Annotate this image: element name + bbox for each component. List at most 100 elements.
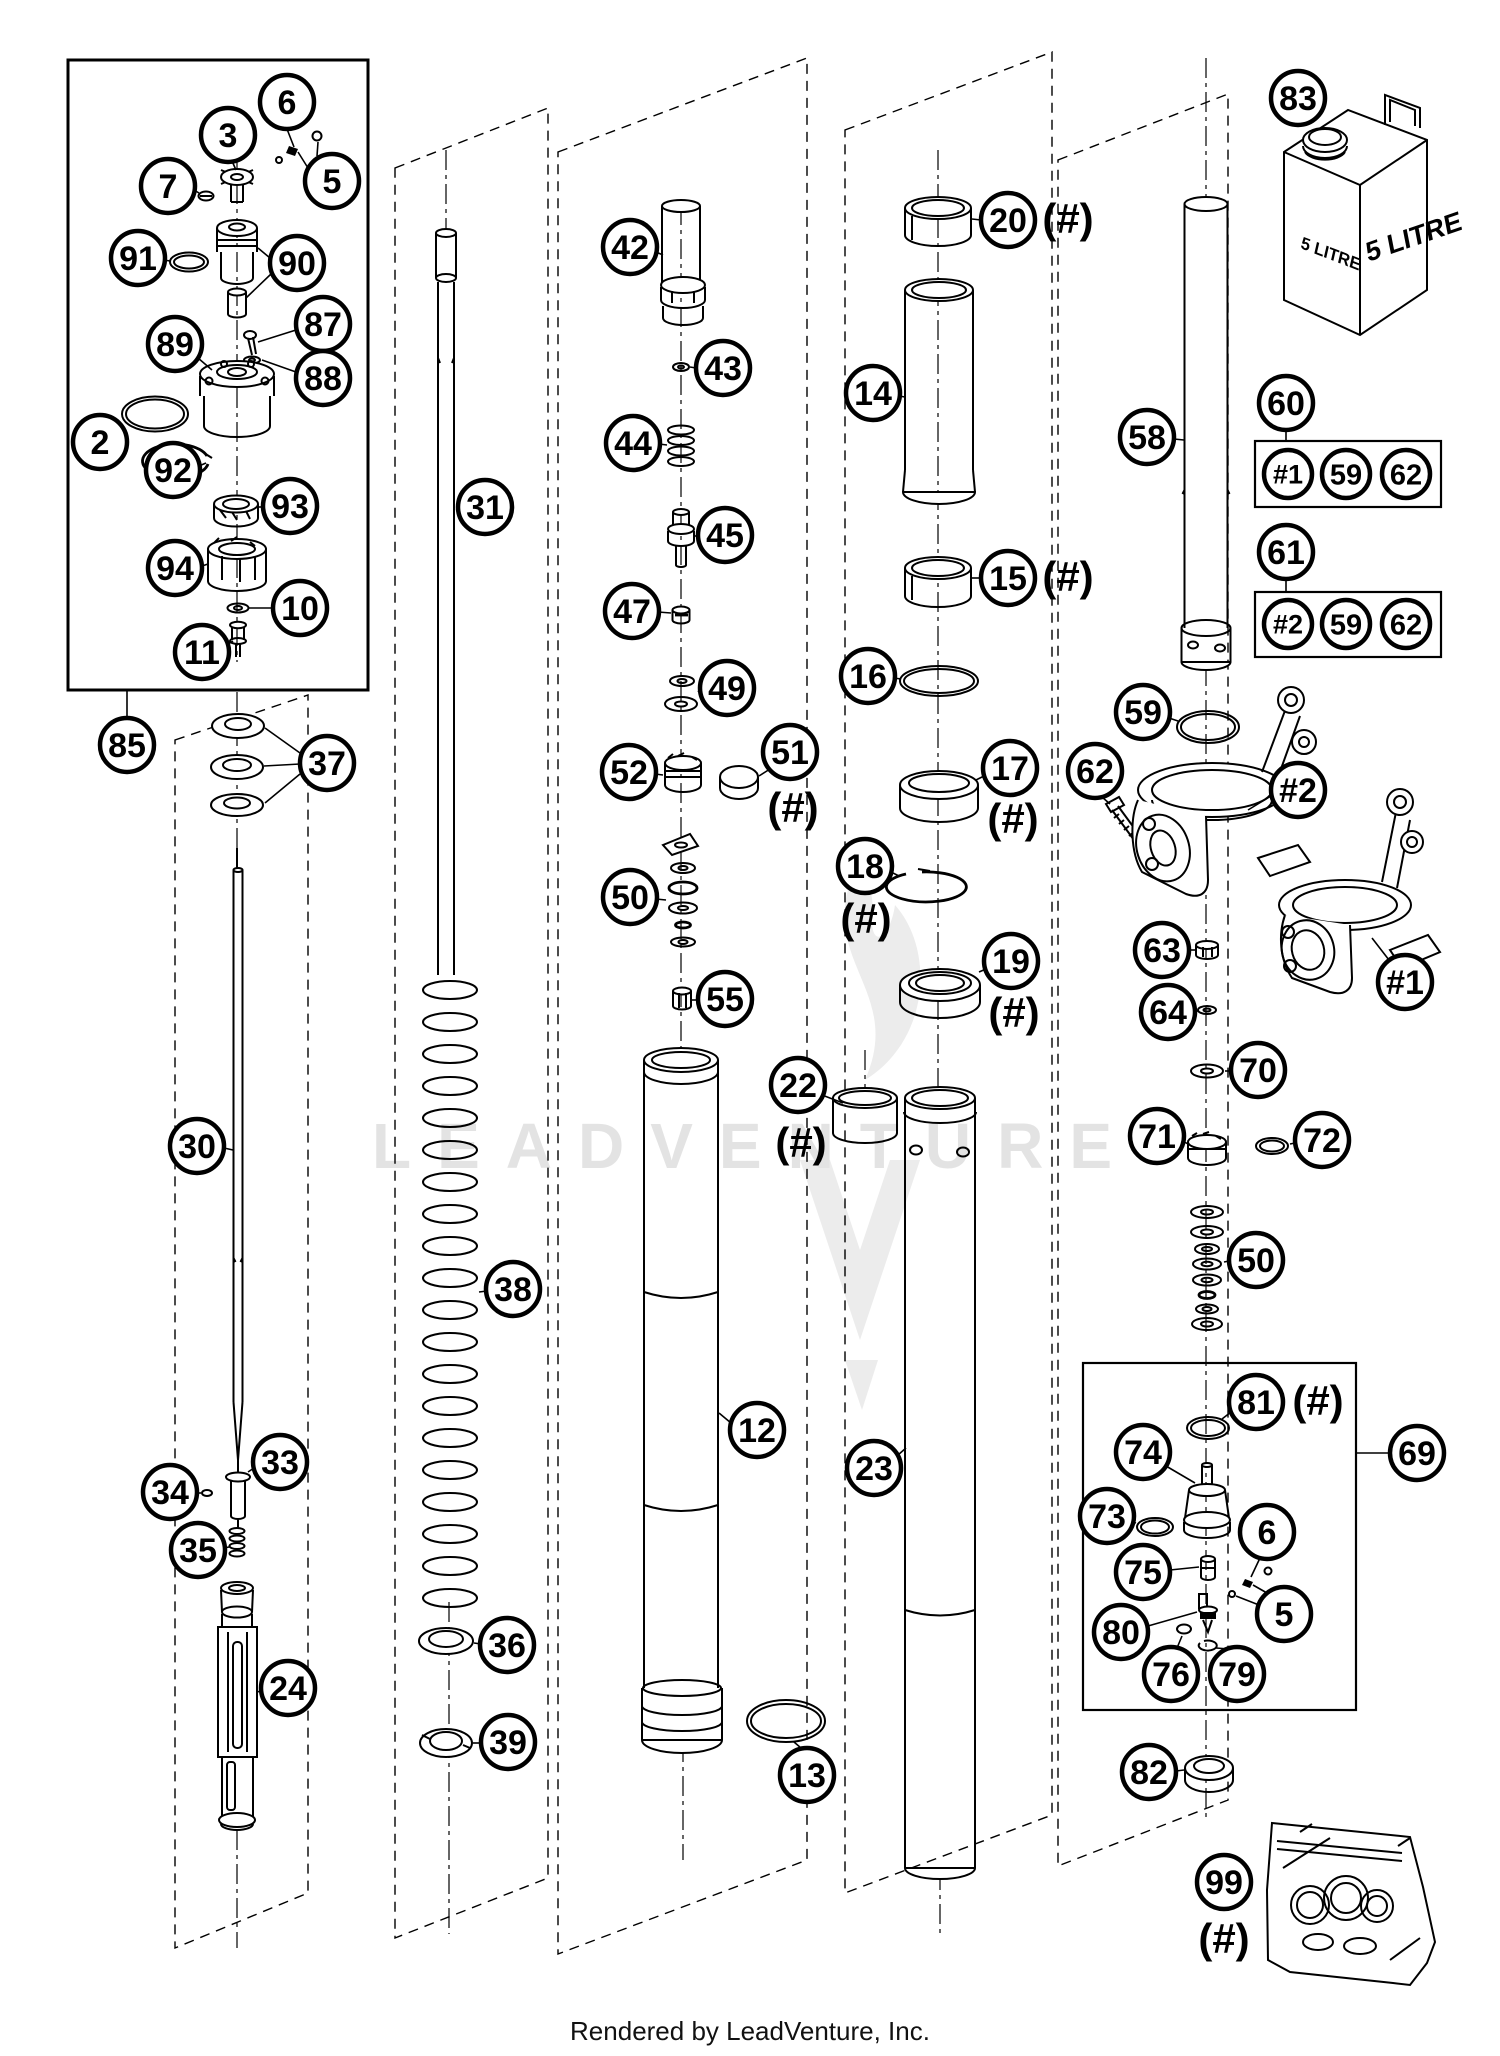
- callout-20[interactable]: 20 (#): [971, 190, 1094, 250]
- callout-39[interactable]: 39: [473, 1712, 538, 1772]
- callout-37[interactable]: 37: [263, 727, 357, 804]
- callout-69[interactable]: 69: [1356, 1423, 1447, 1483]
- callout-64[interactable]: 64: [1138, 982, 1198, 1042]
- spring-part-44: [667, 424, 695, 467]
- callout-82[interactable]: 82: [1119, 1742, 1185, 1802]
- nut-part-55: [672, 986, 692, 1011]
- callout-91[interactable]: 91: [108, 228, 171, 288]
- optional-part-marker: (#): [840, 895, 891, 942]
- callout-12[interactable]: 12: [718, 1400, 787, 1460]
- callout-n1[interactable]: #1: [1371, 937, 1435, 1012]
- optional-part-marker: (#): [767, 784, 818, 831]
- callout-76[interactable]: 76: [1141, 1635, 1201, 1704]
- callout-16[interactable]: 16: [838, 646, 902, 706]
- callout-49[interactable]: 49: [697, 658, 757, 718]
- svg-text:#2: #2: [1273, 610, 1303, 640]
- optional-part-marker: (#): [1292, 1377, 1343, 1424]
- callout-10[interactable]: 10: [249, 578, 330, 638]
- callout-44[interactable]: 44: [603, 413, 668, 473]
- callout-71[interactable]: 71: [1127, 1106, 1189, 1166]
- callout-72[interactable]: 72: [1289, 1110, 1352, 1170]
- svg-text:12: 12: [738, 1412, 776, 1450]
- callout-n1[interactable]: #1: [1261, 447, 1315, 501]
- callout-61[interactable]: 61: [1256, 522, 1316, 592]
- callout-62[interactable]: 62: [1379, 597, 1433, 651]
- callout-85[interactable]: 85: [97, 690, 157, 775]
- callout-14[interactable]: 14: [843, 363, 906, 423]
- callout-70[interactable]: 70: [1225, 1040, 1288, 1100]
- callout-62[interactable]: 62: [1065, 741, 1125, 805]
- washer-part-36: [418, 1627, 474, 1655]
- callout-73[interactable]: 73: [1077, 1486, 1137, 1546]
- callout-35[interactable]: 35: [168, 1520, 230, 1580]
- callout-13[interactable]: 13: [777, 1741, 837, 1805]
- callout-2[interactable]: 2: [70, 412, 130, 472]
- callout-75[interactable]: 75: [1113, 1542, 1200, 1602]
- washer-part-43: [672, 362, 690, 372]
- callout-63[interactable]: 63: [1132, 920, 1195, 980]
- svg-text:87: 87: [304, 306, 342, 344]
- callout-n2[interactable]: #2: [1261, 597, 1315, 651]
- callout-80[interactable]: 80: [1091, 1602, 1198, 1662]
- svg-text:14: 14: [854, 375, 892, 413]
- callout-59[interactable]: 59: [1113, 682, 1179, 742]
- callout-45[interactable]: 45: [695, 505, 755, 565]
- washer-pair-part-49: [664, 675, 698, 712]
- callout-88[interactable]: 88: [261, 348, 353, 408]
- callout-42[interactable]: 42: [600, 217, 664, 277]
- callout-50[interactable]: 50: [1223, 1230, 1286, 1290]
- callout-83[interactable]: 83: [1268, 68, 1328, 128]
- callout-89[interactable]: 89: [145, 314, 213, 374]
- callout-22[interactable]: 22 (#): [768, 1055, 844, 1166]
- callout-5[interactable]: 5: [1235, 1584, 1314, 1644]
- callout-19[interactable]: 19 (#): [978, 931, 1041, 1036]
- callout-81[interactable]: 81 (#): [1221, 1372, 1344, 1432]
- callout-5[interactable]: 5: [297, 141, 362, 211]
- callout-43[interactable]: 43: [689, 338, 753, 398]
- callout-17[interactable]: 17 (#): [975, 738, 1040, 842]
- callout-79[interactable]: 79: [1207, 1644, 1267, 1704]
- callout-38[interactable]: 38: [478, 1259, 543, 1319]
- callout-87[interactable]: 87: [257, 294, 353, 354]
- callout-33[interactable]: 33: [247, 1432, 310, 1492]
- callout-23[interactable]: 23: [844, 1438, 907, 1498]
- callout-60[interactable]: 60: [1256, 373, 1316, 441]
- callout-7[interactable]: 7: [138, 156, 200, 216]
- callout-30[interactable]: 30: [167, 1116, 234, 1176]
- piston-part-71: [1187, 1131, 1227, 1166]
- oring-part-2: [121, 395, 189, 433]
- svg-text:34: 34: [151, 1474, 189, 1512]
- callout-11[interactable]: 11: [172, 622, 234, 682]
- callout-47[interactable]: 47: [602, 581, 672, 641]
- callout-90[interactable]: 90: [245, 233, 327, 299]
- callout-59[interactable]: 59: [1319, 447, 1373, 501]
- callout-51[interactable]: 51 (#): [758, 722, 820, 831]
- callout-55[interactable]: 55: [692, 969, 755, 1029]
- callout-74[interactable]: 74: [1113, 1422, 1196, 1484]
- callout-24[interactable]: 24: [256, 1658, 318, 1718]
- callout-59[interactable]: 59: [1319, 597, 1373, 651]
- callout-31[interactable]: 31: [455, 477, 515, 537]
- callout-15[interactable]: 15 (#): [972, 548, 1094, 608]
- inner-tube-part-12: [640, 1047, 724, 1754]
- adjuster-knob-part-90: [216, 219, 258, 319]
- callout-62[interactable]: 62: [1379, 447, 1433, 501]
- callout-6[interactable]: 6: [1237, 1502, 1297, 1578]
- callout-3[interactable]: 3: [198, 105, 258, 171]
- callout-94[interactable]: 94: [145, 538, 209, 598]
- callout-58[interactable]: 58: [1117, 407, 1185, 467]
- callout-36[interactable]: 36: [473, 1615, 537, 1675]
- fitting-part-11: [229, 620, 247, 657]
- washer-part-10: [226, 602, 250, 614]
- svg-text:62: 62: [1390, 459, 1422, 491]
- callout-6[interactable]: 6: [257, 72, 317, 148]
- callout-18[interactable]: 18 (#): [835, 836, 900, 942]
- svg-text:#2: #2: [1279, 772, 1317, 810]
- callout-92[interactable]: 92: [143, 440, 207, 500]
- callout-99[interactable]: 99 (#): [1194, 1852, 1254, 1962]
- callout-n2[interactable]: #2: [1247, 760, 1328, 820]
- callout-50[interactable]: 50: [600, 867, 667, 927]
- callout-34[interactable]: 34: [140, 1462, 201, 1522]
- callout-93[interactable]: 93: [259, 476, 320, 536]
- callout-52[interactable]: 52: [599, 742, 664, 802]
